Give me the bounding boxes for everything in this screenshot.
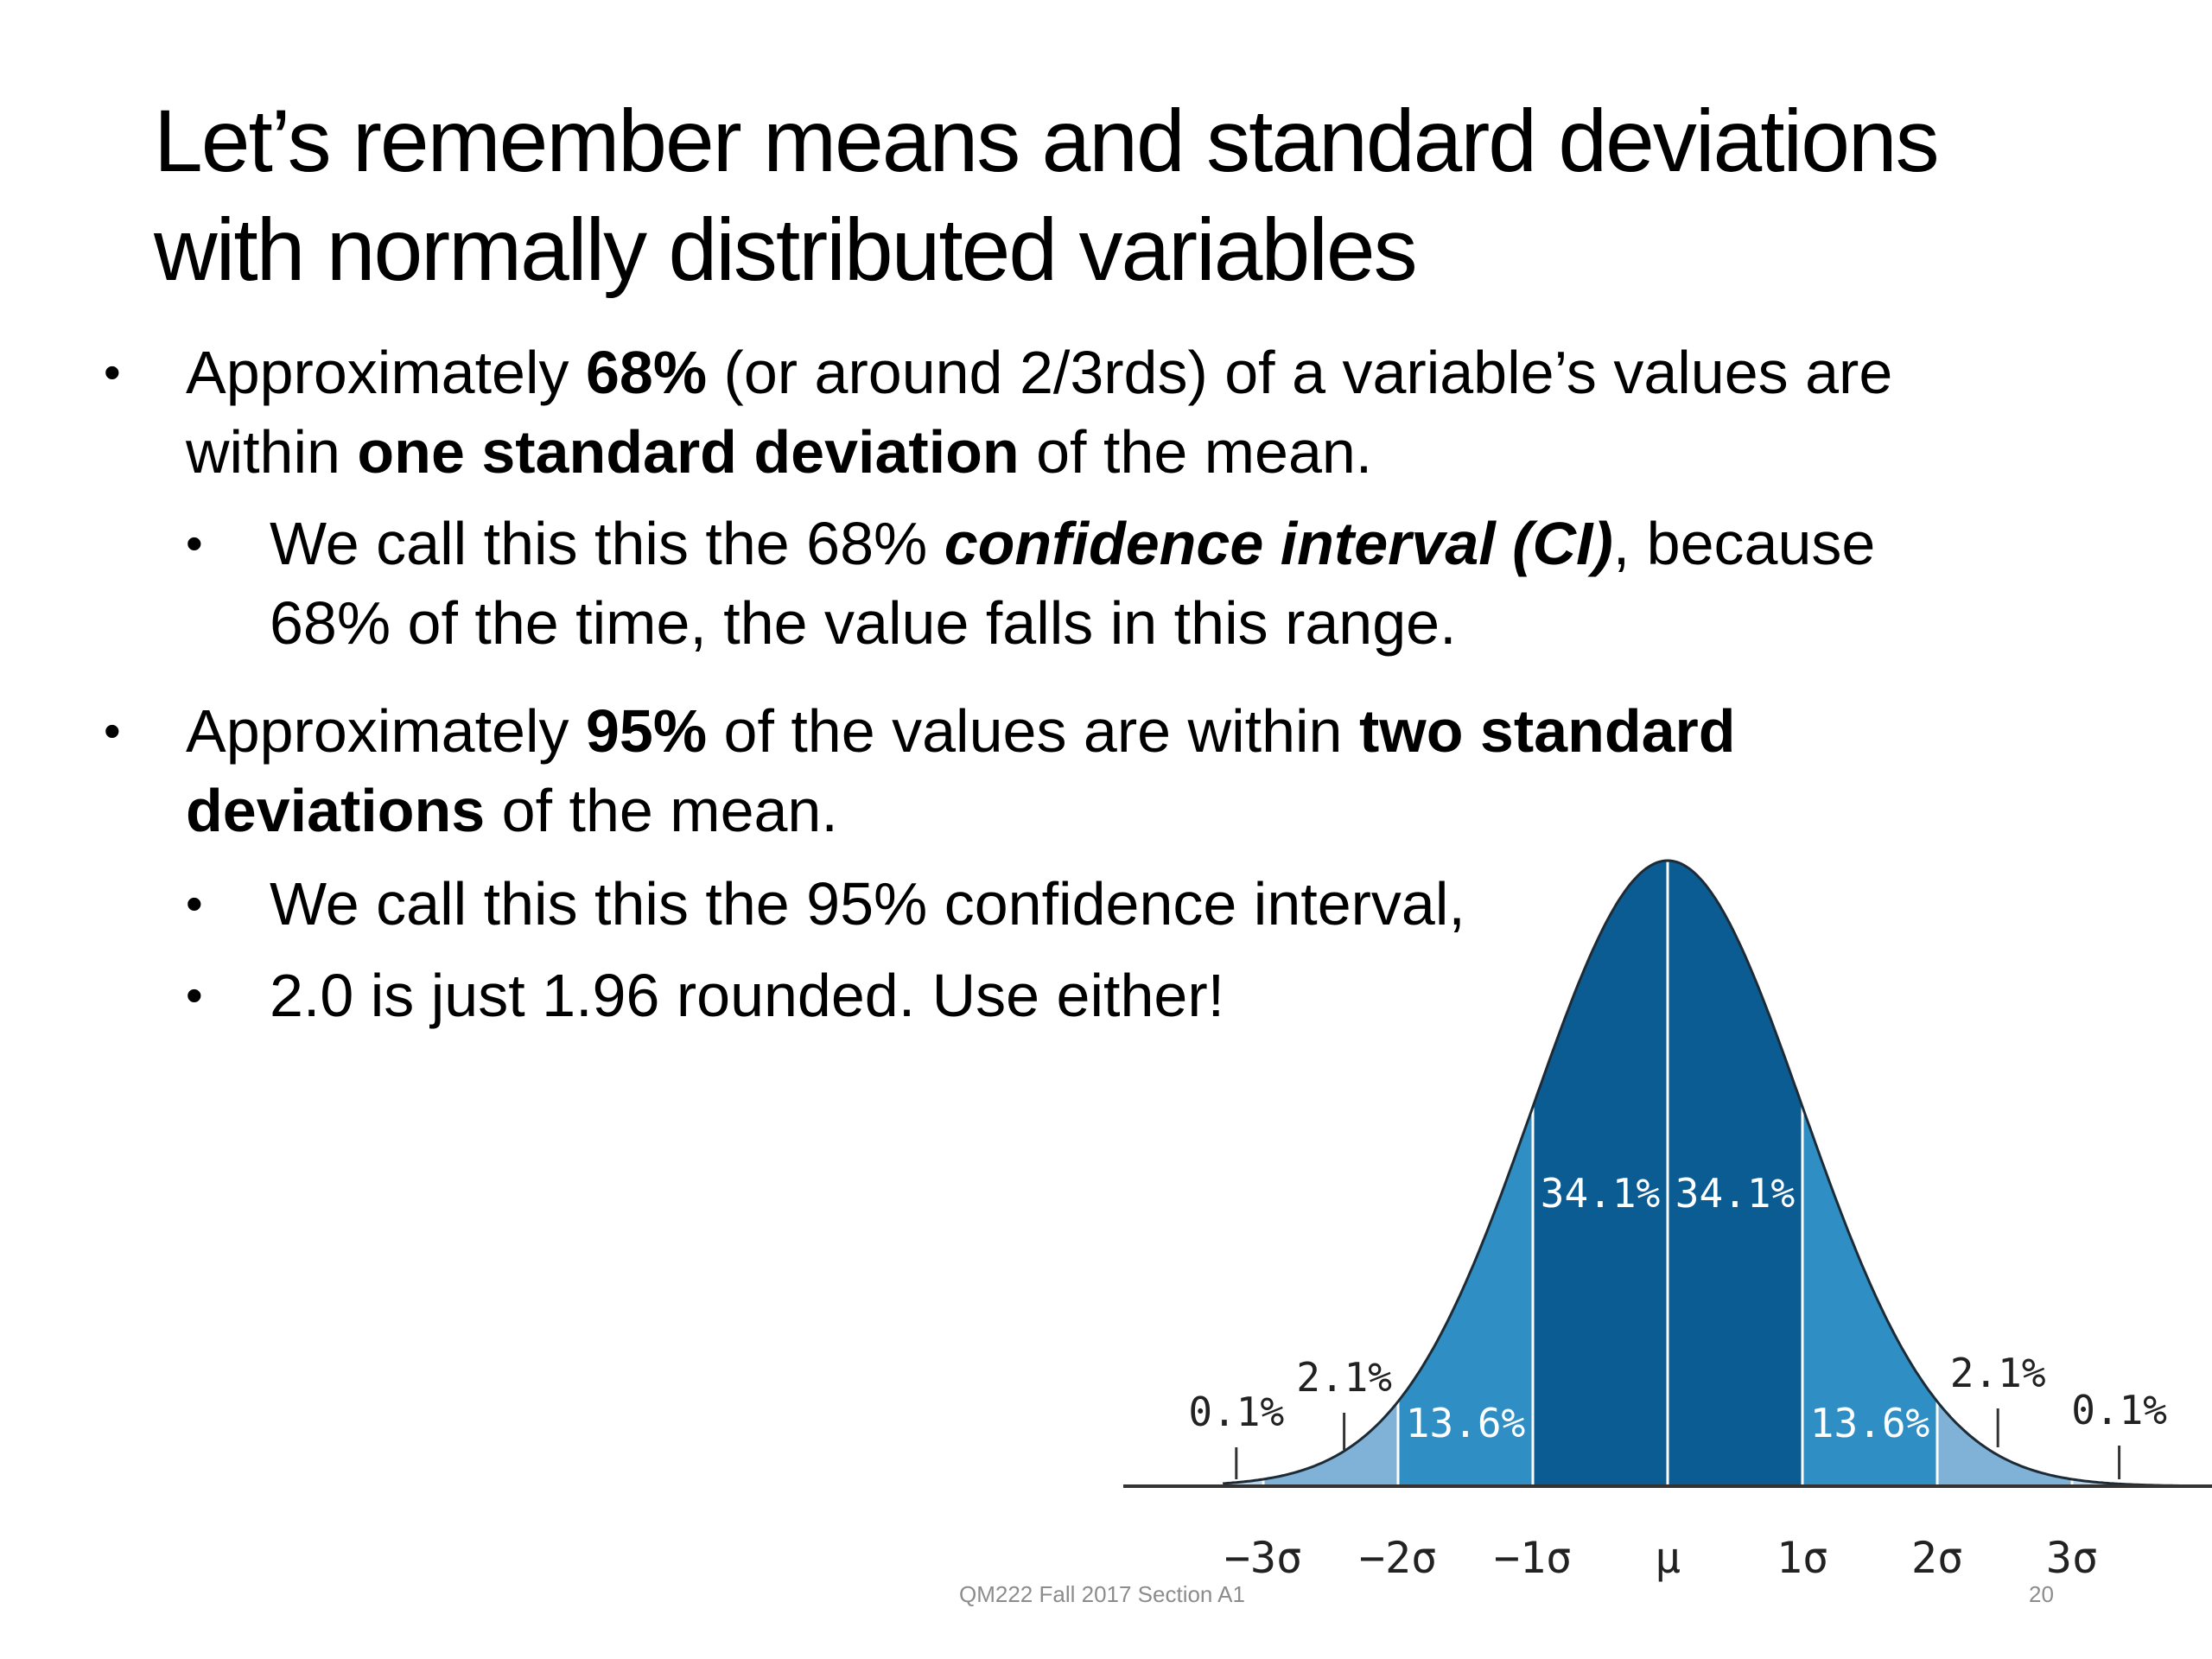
x-tick-label: 3σ [2046, 1533, 2098, 1583]
bullet-dot: • [104, 703, 121, 758]
footer-course: QM222 Fall 2017 Section A1 [959, 1581, 1245, 1607]
x-tick-label: 1σ [1777, 1533, 1828, 1583]
sub-bullet-95-ci: • We call this this the 95% confidence i… [186, 864, 1998, 944]
region-percent-label: 34.1% [1541, 1170, 1660, 1217]
x-tick-label: −2σ [1359, 1533, 1437, 1583]
title-line-1: Let’s remember means and standard deviat… [154, 92, 1940, 190]
region-percent-label: 13.6% [1406, 1400, 1525, 1446]
bullet-dot: • [186, 968, 203, 1022]
x-tick-label: −3σ [1224, 1533, 1302, 1583]
region-2 [1263, 1402, 1398, 1486]
x-tick-label: −1σ [1494, 1533, 1572, 1583]
bullet-dot: • [186, 876, 203, 931]
curve-outline [1223, 859, 2208, 1488]
region-percent-label: 34.1% [1675, 1170, 1795, 1217]
sub-bullet-rounding: • 2.0 is just 1.96 rounded. Use either! [186, 956, 1998, 1035]
sub-bullet-68-ci: • We call this this the 68% confidence i… [186, 504, 1998, 663]
bullet-dot: • [186, 516, 203, 570]
x-tick-label: 2σ [1911, 1533, 1963, 1583]
footer-page-number: 20 [2029, 1581, 2054, 1607]
slide-title: Let’s remember means and standard deviat… [154, 86, 2098, 304]
bullet-68-percent: • Approximately 68% (or around 2/3rds) o… [104, 333, 2000, 492]
region-7 [1937, 1402, 2072, 1486]
normal-distribution-chart: −3σ −2σ −1σ μ 1σ 2σ 3σ 0.1% 2.1% 13.6% 34.1% 34.1% 1… [1123, 855, 2212, 1583]
region-percent-label: 0.1% [1188, 1389, 1284, 1435]
region-percent-label: 13.6% [1810, 1400, 1929, 1446]
region-percent-label: 0.1% [2071, 1387, 2167, 1433]
region-percent-label: 2.1% [1296, 1354, 1392, 1401]
bullet-95-percent: • Approximately 95% of the values are wi… [104, 691, 2000, 850]
x-tick-label: μ [1655, 1533, 1681, 1583]
bullet-dot: • [104, 345, 121, 399]
title-line-2: with normally distributed variables [154, 200, 1418, 299]
region-percent-label: 2.1% [1950, 1350, 2046, 1396]
